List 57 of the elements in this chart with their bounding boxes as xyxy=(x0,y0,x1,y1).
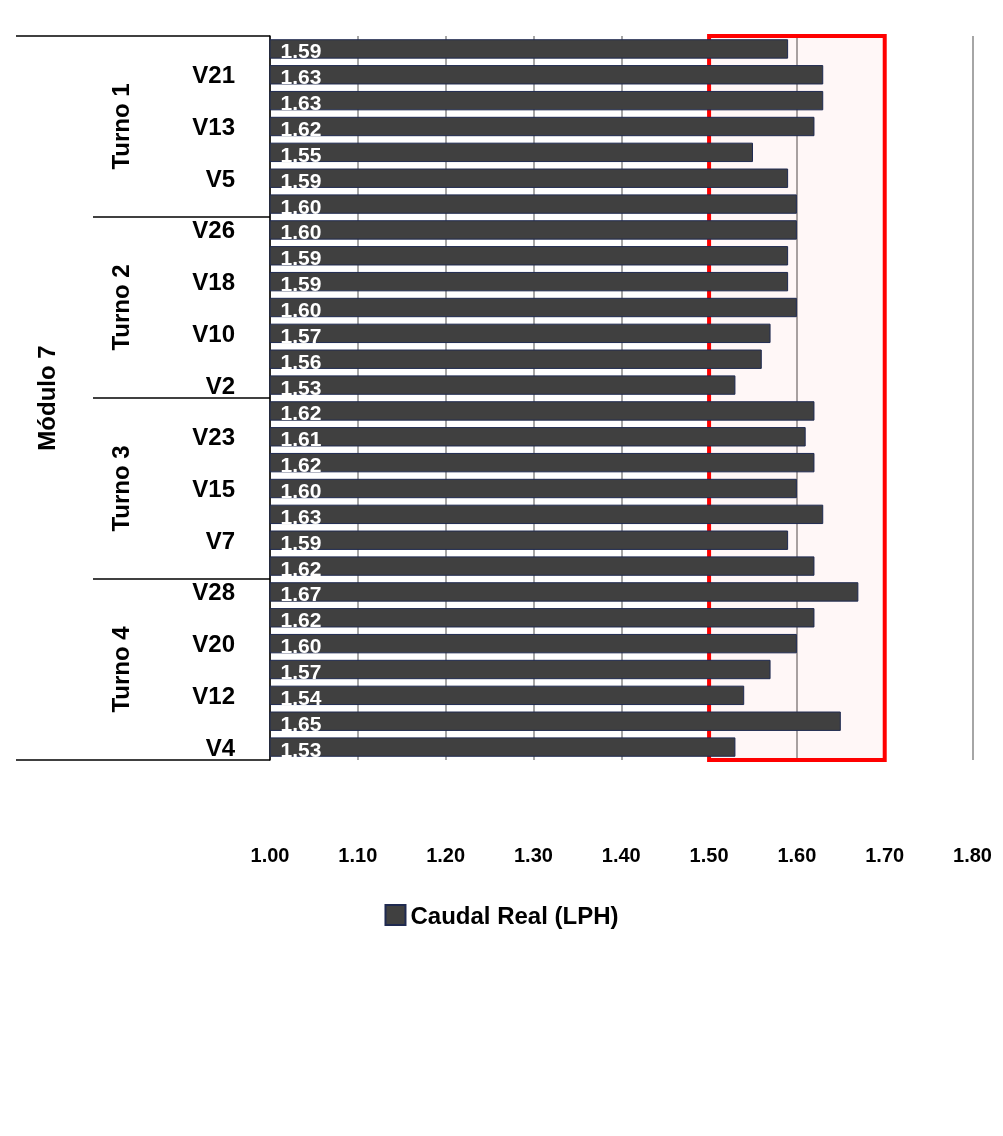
data-label: 1.59 xyxy=(280,168,322,192)
data-label: 1.67 xyxy=(280,582,322,606)
data-label: 1.62 xyxy=(280,117,322,140)
x-tick-label: 1.70 xyxy=(865,844,905,866)
x-tick-label: 1.50 xyxy=(689,844,729,866)
y-tick-label: V13 xyxy=(192,113,235,140)
y-tick-label: V5 xyxy=(205,164,235,192)
y-tick-label: V12 xyxy=(192,681,235,709)
data-label: 1.62 xyxy=(280,453,322,477)
y-tick-label: V20 xyxy=(192,630,235,658)
data-label: 1.63 xyxy=(280,504,322,528)
x-tick-label: 1.00 xyxy=(250,844,290,866)
data-label: 1.57 xyxy=(280,323,322,347)
data-label: 1.55 xyxy=(280,142,322,166)
y-tick-label: V4 xyxy=(205,733,236,761)
y-tick-label: V18 xyxy=(192,268,235,296)
y-tick-label: V21 xyxy=(192,61,235,89)
text: Módulo 7 xyxy=(32,345,60,451)
x-tick-label: 1.40 xyxy=(601,844,641,866)
data-label: 1.63 xyxy=(280,65,322,89)
y-tick-label: V15 xyxy=(192,475,235,502)
data-label: 1.53 xyxy=(280,737,322,761)
y-tick-label: V10 xyxy=(192,319,235,347)
data-label: 1.59 xyxy=(280,530,322,554)
y-tick-label: V26 xyxy=(192,216,235,244)
data-label: 1.56 xyxy=(280,349,322,373)
x-tick-label: 1.30 xyxy=(513,844,553,866)
data-label: 1.60 xyxy=(280,194,322,218)
x-tick-label: 1.10 xyxy=(338,844,378,866)
data-label: 1.57 xyxy=(280,660,322,683)
data-label: 1.60 xyxy=(280,479,322,502)
text: Turno 4 xyxy=(106,625,134,713)
data-label: 1.59 xyxy=(280,272,322,296)
data-label: 1.59 xyxy=(280,39,322,63)
data-label: 1.62 xyxy=(280,556,322,580)
legend-label: Caudal Real (LPH) xyxy=(410,901,619,929)
y-tick-label: V7 xyxy=(205,526,235,554)
text: Turno 2 xyxy=(106,264,134,351)
x-tick-label: 1.20 xyxy=(426,844,466,866)
data-label: 1.61 xyxy=(280,427,322,451)
text: Turno 3 xyxy=(106,445,134,532)
data-label: 1.63 xyxy=(280,91,322,115)
data-label: 1.62 xyxy=(280,608,322,632)
data-label: 1.62 xyxy=(280,401,322,425)
y-tick-label: V28 xyxy=(192,578,235,606)
data-label: 1.54 xyxy=(280,685,322,709)
data-label: 1.53 xyxy=(280,375,322,399)
x-tick-label: 1.60 xyxy=(777,844,817,866)
data-label: 1.60 xyxy=(280,298,322,321)
data-label: 1.65 xyxy=(280,711,322,735)
y-tick-label: V23 xyxy=(192,423,235,451)
text: Turno 1 xyxy=(106,83,134,170)
data-label: 1.59 xyxy=(280,246,322,270)
y-tick-label: V2 xyxy=(205,371,235,399)
x-tick-label: 1.80 xyxy=(953,844,993,866)
data-label: 1.60 xyxy=(280,220,322,244)
data-label: 1.60 xyxy=(280,634,322,658)
